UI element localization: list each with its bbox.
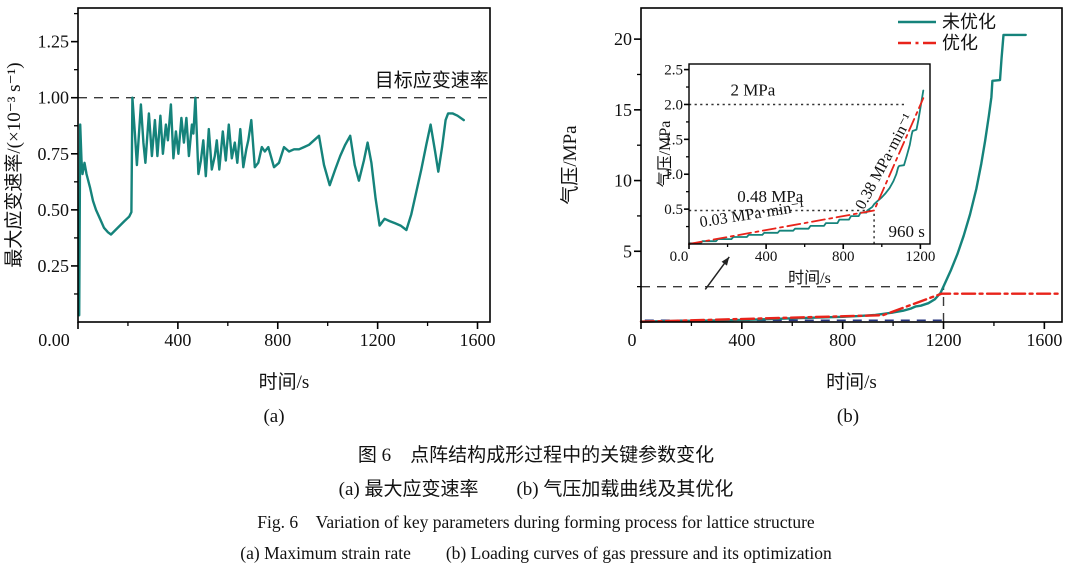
x-tick-label: 400	[164, 330, 191, 350]
y-axis-label: 气压/MPa	[656, 121, 674, 188]
series-优化	[688, 97, 925, 245]
caption-cn-subtitle: (a) 最大应变速率 (b) 气压加载曲线及其优化	[338, 479, 734, 500]
x-tick-label: 400	[755, 249, 778, 265]
chart-a-max-strain-rate: 0.00 400 800 1200 1600 0.25 0.50 0.75 1.00 1.25 目标…	[3, 7, 496, 393]
y-tick-label: 1.00	[38, 88, 70, 108]
legend-label-未优化: 未优化	[942, 12, 996, 32]
y-tick-label: 5	[623, 241, 632, 261]
x-axis-label: 时间/s	[826, 371, 877, 393]
x-tick-label: 0.0	[670, 249, 689, 265]
x-tick-label: 0	[628, 330, 637, 350]
y-axis-label: 气压/MPa	[559, 125, 581, 205]
annotation-text: 2 MPa	[730, 80, 775, 99]
plot-frame	[640, 7, 1063, 323]
x-tick-label: 800	[264, 330, 291, 350]
x-axis-label: 时间/s	[259, 371, 310, 393]
legend-label-优化: 优化	[942, 33, 978, 53]
y-tick-label: 15	[614, 100, 632, 120]
y-axis-label: 最大应变速率/(×10⁻³ s⁻¹)	[3, 62, 25, 267]
x-tick-label: 1200	[926, 330, 962, 350]
y-tick-label: 0.75	[38, 144, 70, 164]
y-tick-label: 1.25	[38, 32, 70, 52]
plot-frame	[688, 63, 931, 245]
x-tick-label: 1600	[1026, 330, 1062, 350]
x-tick-label: 800	[832, 249, 855, 265]
series-最大应变速率	[77, 96, 465, 317]
x-tick-label: 1600	[460, 330, 496, 350]
annotation-text: 目标应变速率	[375, 70, 489, 92]
annotation-text: 0.48 MPa	[737, 187, 804, 206]
series-未优化	[688, 89, 925, 245]
y-tick-label: 2.5	[664, 63, 683, 79]
series-优化	[639, 292, 1064, 323]
inset-background	[689, 64, 930, 244]
plot-frame	[77, 7, 491, 323]
y-tick-label: 0.50	[38, 200, 70, 220]
x-tick-label: 1200	[360, 330, 396, 350]
x-tick-label: 400	[728, 330, 755, 350]
y-tick-label: 0.5	[664, 202, 683, 218]
arrowhead	[721, 256, 730, 266]
caption-en-subtitle: (a) Maximum strain rate (b) Loading curv…	[240, 543, 832, 563]
panel-label-b: (b)	[836, 406, 860, 427]
caption-cn-title: 图 6 点阵结构成形过程中的关键参数变化	[357, 445, 715, 466]
y-tick-label: 1.5	[664, 132, 683, 148]
annotation-text: 960 s	[889, 222, 925, 241]
x-tick-label: 800	[829, 330, 856, 350]
y-tick-label: 20	[614, 29, 632, 49]
y-tick-label: 2.0	[664, 97, 683, 113]
y-tick-label: 0.25	[38, 256, 70, 276]
panel-label-a: (a)	[263, 406, 285, 427]
x-tick-label: 1200	[905, 249, 935, 265]
x-axis-label: 时间/s	[788, 269, 831, 287]
y-tick-label: 1.0	[664, 167, 683, 183]
y-tick-label: 10	[614, 171, 632, 191]
x-tick-label: 0.00	[38, 330, 70, 350]
caption-en-title: Fig. 6 Variation of key parameters durin…	[257, 512, 815, 532]
